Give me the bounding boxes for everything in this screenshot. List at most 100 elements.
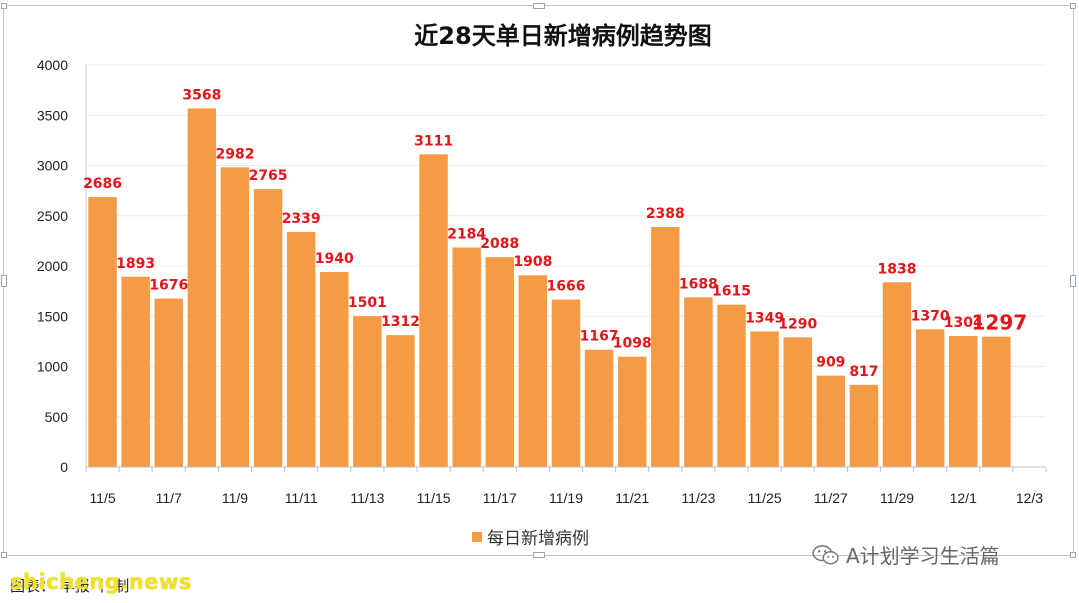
- data-label: 3111: [414, 133, 453, 149]
- legend-label: 每日新增病例: [487, 529, 589, 549]
- data-label: 909: [816, 355, 845, 371]
- y-tick-label: 2000: [37, 258, 68, 274]
- y-tick-label: 1000: [37, 359, 68, 375]
- data-label: 2184: [447, 227, 486, 243]
- x-tick-label: 11/9: [222, 490, 248, 506]
- x-axis: 11/5 11/7 11/9 11/11 11/13 11/15 11/17 11/19 11/…: [85, 466, 1047, 506]
- bar: [816, 375, 846, 467]
- watermark-site: shicheng.news: [10, 570, 192, 594]
- data-label: 1297: [972, 311, 1028, 335]
- bar: [353, 316, 382, 467]
- y-tick-label: 3500: [37, 107, 68, 123]
- bar: [419, 154, 448, 468]
- bar: [717, 304, 746, 467]
- data-label: 2686: [83, 176, 122, 192]
- data-labels: 2686 1893 1676 3568 2982 2765 2339 1940 1501 1312…: [83, 87, 1027, 379]
- bar: [551, 299, 581, 467]
- bar: [849, 384, 879, 467]
- data-label: 1838: [878, 261, 917, 277]
- resize-handle-top-right[interactable]: [1070, 3, 1076, 9]
- data-label: 1676: [149, 278, 188, 294]
- bar: [187, 108, 217, 467]
- y-tick-label: 1500: [37, 308, 68, 324]
- bars: [88, 108, 1011, 468]
- data-label: 1893: [116, 256, 155, 272]
- resize-handle-left[interactable]: [1, 274, 7, 287]
- x-tick-label: 11/13: [350, 490, 384, 506]
- bar: [982, 336, 1011, 467]
- resize-handle-bottom-right[interactable]: [1070, 552, 1076, 558]
- x-tick-label: 11/11: [285, 490, 318, 506]
- wechat-icon: [812, 544, 839, 564]
- data-label: 817: [849, 364, 878, 380]
- bar: [286, 231, 316, 467]
- x-tick-label: 12/3: [1016, 490, 1043, 506]
- data-label: 2088: [480, 236, 519, 252]
- resize-handle-right[interactable]: [1070, 274, 1076, 287]
- data-label: 1312: [381, 314, 420, 330]
- x-tick-label: 11/27: [814, 490, 848, 506]
- bar: [584, 349, 614, 467]
- bar: [518, 275, 548, 467]
- x-tick-label: 11/23: [681, 490, 715, 506]
- data-label: 3568: [182, 87, 221, 103]
- chart-source-caption: 图表： 早报 丨 制: [10, 577, 130, 595]
- data-label: 1304: [944, 315, 983, 331]
- data-label: 1615: [712, 284, 751, 300]
- data-label: 1666: [547, 279, 586, 295]
- data-label: 1290: [778, 316, 817, 332]
- x-tick-label: 11/29: [880, 490, 914, 506]
- bar: [882, 282, 912, 467]
- bar: [220, 167, 250, 467]
- x-tick-label: 11/5: [89, 490, 115, 506]
- watermark-account: A计划学习生活篇: [812, 540, 1000, 569]
- x-tick-label: 11/21: [615, 490, 649, 506]
- x-tick-label: 11/15: [417, 490, 451, 506]
- bar: [684, 297, 713, 467]
- data-label: 1940: [315, 251, 354, 267]
- bar: [783, 337, 812, 467]
- y-axis: 0 500 1000 1500 2000 2500 3000 3500 4000: [37, 57, 87, 475]
- legend: 每日新增病例: [472, 529, 589, 549]
- data-label: 1167: [580, 329, 619, 345]
- chart-title: 近28天单日新增病例趋势图: [414, 22, 711, 50]
- data-label: 1688: [679, 276, 718, 292]
- resize-handle-bottom-left[interactable]: [1, 552, 7, 558]
- y-tick-label: 0: [60, 459, 68, 475]
- data-label: 2388: [646, 206, 685, 222]
- x-tick-label: 11/25: [748, 490, 782, 506]
- bar: [617, 356, 647, 467]
- bar: [651, 227, 680, 467]
- bar: [750, 331, 779, 467]
- bar: [253, 189, 283, 467]
- data-label: 1501: [348, 295, 387, 311]
- x-tick-label: 11/19: [549, 490, 583, 506]
- data-label: 1908: [513, 254, 552, 270]
- data-label: 1098: [613, 336, 652, 352]
- y-tick-label: 3000: [37, 158, 68, 174]
- x-tick-label: 12/1: [950, 490, 977, 506]
- bar: [154, 298, 183, 467]
- y-tick-label: 4000: [37, 57, 68, 73]
- resize-handle-bottom[interactable]: [532, 552, 545, 558]
- bar: [915, 329, 945, 467]
- resize-handle-top[interactable]: [532, 3, 545, 9]
- bar: [320, 272, 349, 467]
- bar: [452, 247, 481, 467]
- data-label: 2339: [282, 211, 321, 227]
- x-tick-label: 11/17: [483, 490, 517, 506]
- data-label: 1349: [745, 310, 784, 326]
- y-tick-label: 500: [45, 409, 69, 425]
- bar: [88, 197, 117, 467]
- x-tick-label: 11/7: [156, 490, 182, 506]
- data-label: 2982: [215, 146, 254, 162]
- bar: [485, 257, 515, 467]
- resize-handle-top-left[interactable]: [1, 3, 7, 9]
- bar: [121, 276, 150, 467]
- data-label: 2765: [249, 168, 288, 184]
- bar: [949, 335, 978, 467]
- bar: [386, 335, 415, 467]
- legend-swatch: [472, 532, 482, 542]
- watermark-account-text: A计划学习生活篇: [846, 544, 1000, 568]
- bar-chart: 近28天单日新增病例趋势图 0 500 1000 1500 2000 2500 3000 35…: [37, 22, 1047, 549]
